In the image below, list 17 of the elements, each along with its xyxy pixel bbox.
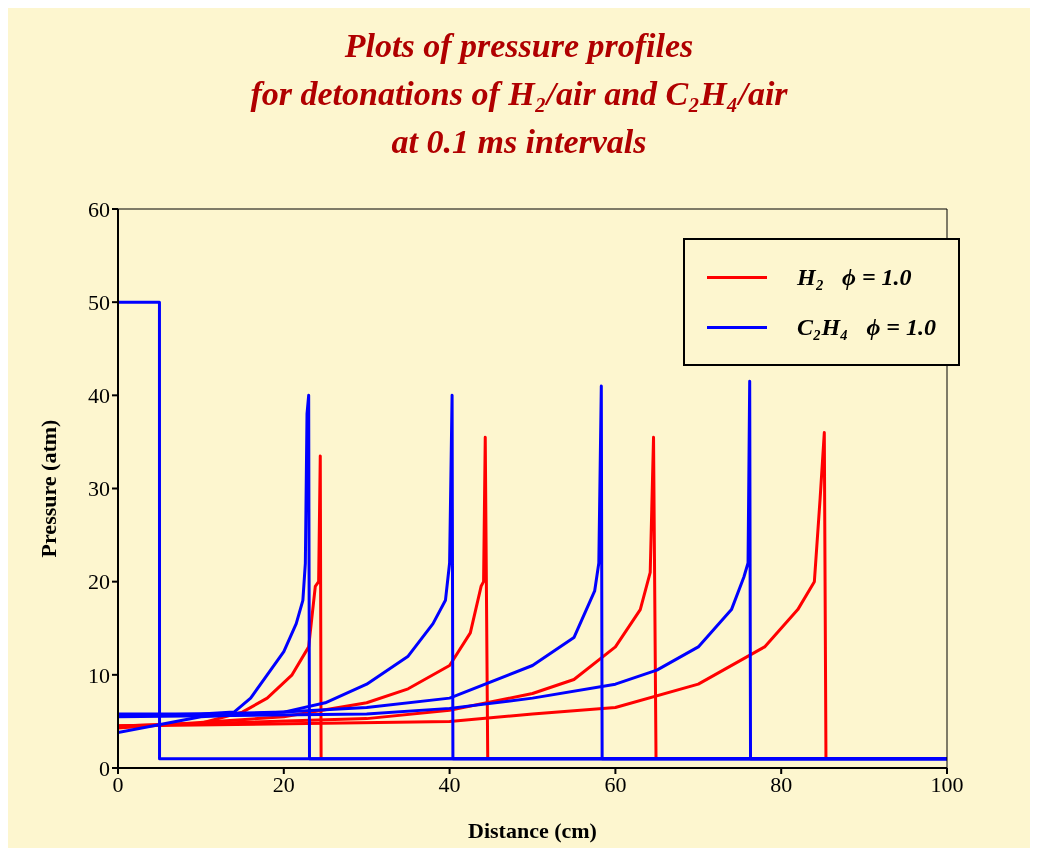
x-tick-label: 40	[438, 771, 461, 797]
x-tick-label: 20	[272, 771, 295, 797]
y-tick-label: 20	[88, 569, 110, 595]
x-tick-label: 60	[604, 771, 627, 797]
chart-title: Plots of pressure profiles for detonations of H₂/air and C₂H₄/air at 0.1 ms intervals	[249, 26, 789, 162]
x-tick-label: 100	[930, 771, 964, 797]
y-tick-label: 60	[88, 196, 110, 222]
y-axis-title: Pressure (atm)	[35, 419, 61, 558]
y-tick-label: 0	[99, 755, 110, 781]
x-axis-title: Distance (cm)	[468, 818, 597, 843]
legend-label: H₂ ϕ = 1.0	[797, 263, 912, 291]
y-tick-label: 10	[88, 662, 110, 688]
legend-label: C₂H₄ ϕ = 1.0	[797, 313, 936, 341]
y-tick-label: 50	[88, 289, 110, 315]
y-tick-label: 40	[88, 383, 110, 409]
x-tick-label: 80	[770, 771, 793, 797]
y-tick-label: 30	[88, 476, 110, 502]
